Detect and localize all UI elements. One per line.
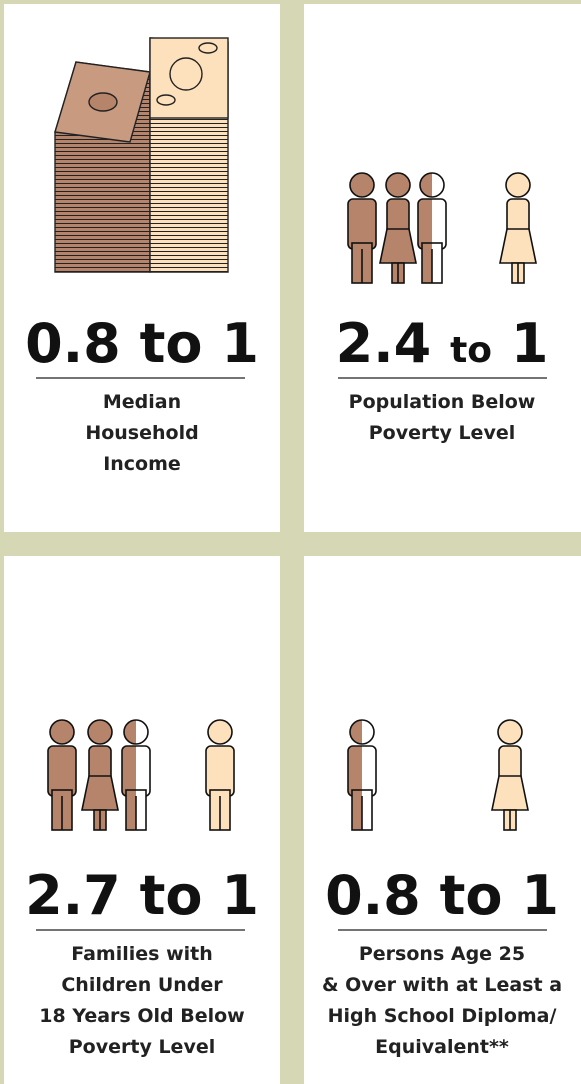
ratio-word: to bbox=[140, 312, 203, 375]
ratio-value: 2.4 bbox=[336, 312, 432, 375]
ratio-word: to bbox=[450, 330, 492, 371]
panel-label: Median bbox=[103, 391, 181, 413]
ratio: 2.7 to 1 bbox=[25, 864, 259, 927]
panel-label: & Over with at Least a bbox=[322, 974, 562, 996]
panel-label: Children Under bbox=[61, 974, 223, 996]
money-stack-icon bbox=[54, 37, 229, 273]
panel-label: Income bbox=[103, 453, 181, 475]
ratio-value: 0.8 bbox=[25, 312, 121, 375]
ratio-value: 1 bbox=[511, 312, 549, 375]
panel-label: High School Diploma/ bbox=[328, 1005, 557, 1027]
ratio-value: 1 bbox=[221, 312, 259, 375]
ratio-value: 1 bbox=[221, 864, 259, 927]
ratio-value: 2.7 bbox=[25, 864, 121, 927]
panel-label: Poverty Level bbox=[69, 1036, 215, 1058]
ratio: 0.8 to 1 bbox=[325, 864, 559, 927]
panel-label: Persons Age 25 bbox=[359, 943, 525, 965]
ratio-word: to bbox=[140, 864, 203, 927]
ratio-value: 1 bbox=[521, 864, 559, 927]
panel-label: Household bbox=[85, 422, 198, 444]
ratio-value: 0.8 bbox=[325, 864, 421, 927]
panel-label: 18 Years Old Below bbox=[39, 1005, 244, 1027]
panel bbox=[304, 556, 581, 1084]
panel-label: Poverty Level bbox=[369, 422, 515, 444]
panel-label: Population Below bbox=[349, 391, 536, 413]
ratio-word: to bbox=[440, 864, 503, 927]
panel-label: Families with bbox=[71, 943, 213, 965]
ratio: 2.4 to 1 bbox=[336, 312, 549, 375]
panel-label: Equivalent** bbox=[375, 1036, 509, 1058]
ratio: 0.8 to 1 bbox=[25, 312, 259, 375]
